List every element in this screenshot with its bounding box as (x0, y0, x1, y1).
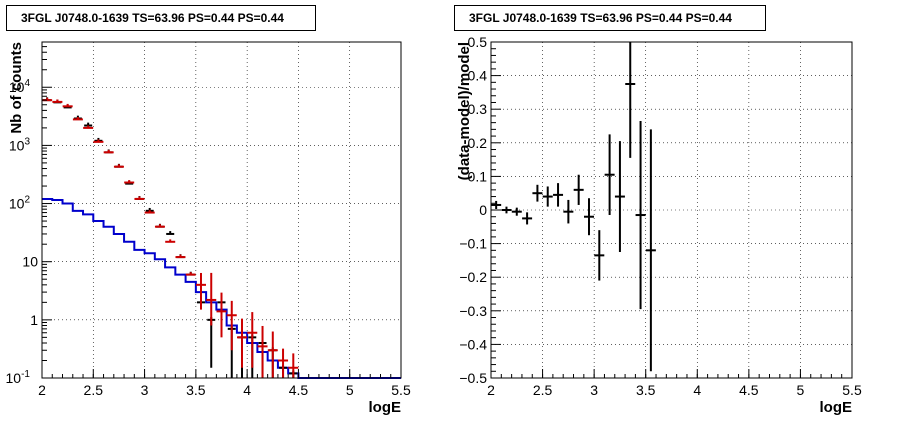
right-y-tick-label: 0.5 (468, 34, 488, 50)
right-y-tick-label: −0.3 (459, 303, 487, 319)
left-x-tick-label: 2.5 (84, 382, 104, 398)
left-x-tick-label: 4.5 (289, 382, 309, 398)
left-x-tick-label: 5.5 (391, 382, 411, 398)
right-y-tick-label: −0.1 (459, 236, 487, 252)
right-y-tick-label: 0.4 (468, 68, 488, 84)
right-x-tick-label: 2 (487, 382, 495, 398)
right-y-tick-label: 0.1 (468, 168, 488, 184)
right-y-tick-label: 0 (479, 202, 487, 218)
left-x-tick-label: 3 (141, 382, 149, 398)
right-y-tick-label: 0.3 (468, 101, 488, 117)
left-x-tick-label: 5 (346, 382, 354, 398)
left-x-tick-label: 3.5 (186, 382, 206, 398)
left-y-axis-label: Nb of counts (8, 42, 25, 134)
left-x-tick-label: 2 (38, 382, 46, 398)
right-x-tick-label: 2.5 (533, 382, 553, 398)
right-x-tick-label: 5.5 (842, 382, 862, 398)
left-chart-title: 3FGL J0748.0-1639 TS=63.96 PS=0.44 PS=0.… (6, 5, 316, 31)
right-x-axis-label: logE (820, 399, 853, 416)
right-y-tick-label: −0.2 (459, 269, 487, 285)
right-x-tick-label: 5 (797, 382, 805, 398)
left-x-tick-label: 4 (243, 382, 251, 398)
right-x-tick-label: 4 (693, 382, 701, 398)
left-y-tick-label: 1 (30, 312, 38, 328)
right-x-tick-label: 4.5 (739, 382, 759, 398)
right-y-axis-label: (data-model)/model (456, 42, 473, 180)
left-y-tick-label: 10 (22, 254, 38, 270)
right-x-tick-label: 3 (590, 382, 598, 398)
left-x-axis-label: logE (369, 399, 402, 416)
right-x-tick-label: 3.5 (636, 382, 656, 398)
right-y-tick-label: −0.4 (459, 336, 487, 352)
right-chart-title: 3FGL J0748.0-1639 TS=63.96 PS=0.44 PS=0.… (454, 5, 766, 31)
right-y-tick-label: −0.5 (459, 370, 487, 386)
right-y-tick-label: 0.2 (468, 135, 488, 151)
left-y-tick-label: 103 (9, 136, 31, 153)
left-plot-frame (41, 41, 402, 379)
left-y-tick-label: 102 (9, 195, 31, 212)
left-y-tick-label: 10-1 (6, 369, 31, 386)
